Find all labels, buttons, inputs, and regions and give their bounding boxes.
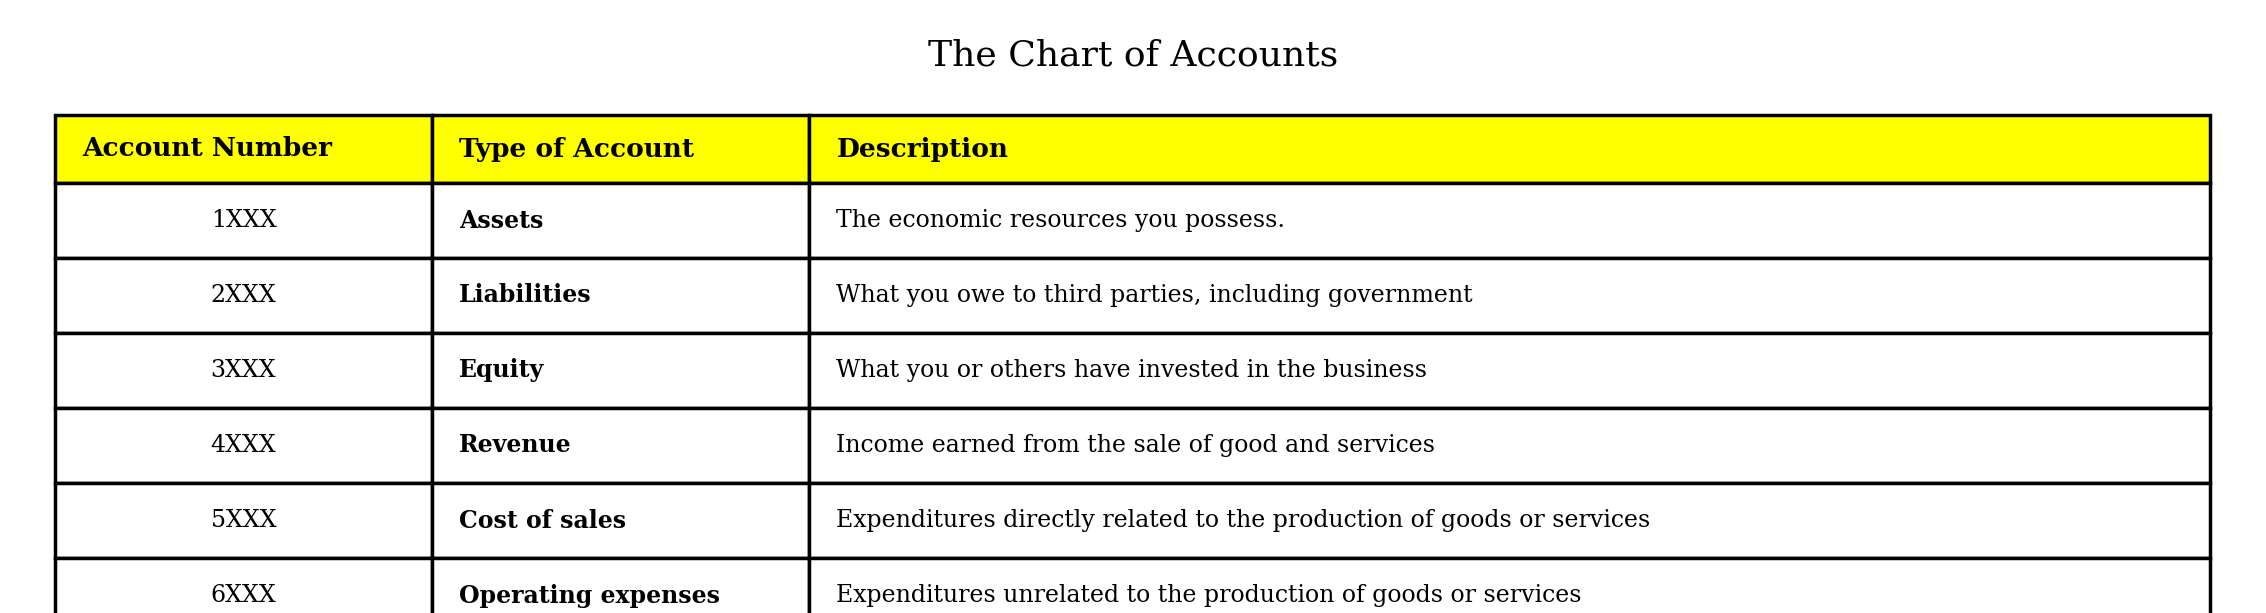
- Text: What you owe to third parties, including government: What you owe to third parties, including…: [836, 284, 1473, 307]
- Text: Account Number: Account Number: [82, 137, 333, 161]
- Bar: [809, 258, 2209, 333]
- Text: 6XXX: 6XXX: [211, 584, 276, 607]
- Text: Assets: Assets: [460, 208, 544, 232]
- Bar: [54, 333, 433, 408]
- Bar: [54, 408, 433, 483]
- Text: The Chart of Accounts: The Chart of Accounts: [927, 38, 1339, 72]
- Bar: [433, 183, 809, 258]
- Bar: [809, 333, 2209, 408]
- Text: Revenue: Revenue: [460, 433, 571, 457]
- Text: Equity: Equity: [460, 359, 544, 383]
- Bar: [433, 333, 809, 408]
- Text: 1XXX: 1XXX: [211, 209, 276, 232]
- Text: Income earned from the sale of good and services: Income earned from the sale of good and …: [836, 434, 1434, 457]
- Text: 5XXX: 5XXX: [211, 509, 276, 532]
- Text: Type of Account: Type of Account: [460, 137, 693, 161]
- Bar: [433, 115, 809, 183]
- Bar: [54, 258, 433, 333]
- Text: Cost of sales: Cost of sales: [460, 509, 625, 533]
- Text: 3XXX: 3XXX: [211, 359, 276, 382]
- Bar: [433, 483, 809, 558]
- Bar: [54, 183, 433, 258]
- Text: 2XXX: 2XXX: [211, 284, 276, 307]
- Text: Operating expenses: Operating expenses: [460, 584, 721, 607]
- Bar: [54, 115, 433, 183]
- Bar: [433, 558, 809, 613]
- Text: The economic resources you possess.: The economic resources you possess.: [836, 209, 1285, 232]
- Bar: [809, 115, 2209, 183]
- Bar: [54, 483, 433, 558]
- Text: Description: Description: [836, 137, 1008, 161]
- Bar: [809, 558, 2209, 613]
- Bar: [809, 408, 2209, 483]
- Text: Expenditures unrelated to the production of goods or services: Expenditures unrelated to the production…: [836, 584, 1582, 607]
- Text: What you or others have invested in the business: What you or others have invested in the …: [836, 359, 1428, 382]
- Bar: [433, 258, 809, 333]
- Bar: [54, 558, 433, 613]
- Bar: [809, 483, 2209, 558]
- Bar: [809, 183, 2209, 258]
- Text: 4XXX: 4XXX: [211, 434, 276, 457]
- Bar: [433, 408, 809, 483]
- Text: Liabilities: Liabilities: [460, 283, 591, 308]
- Text: Expenditures directly related to the production of goods or services: Expenditures directly related to the pro…: [836, 509, 1650, 532]
